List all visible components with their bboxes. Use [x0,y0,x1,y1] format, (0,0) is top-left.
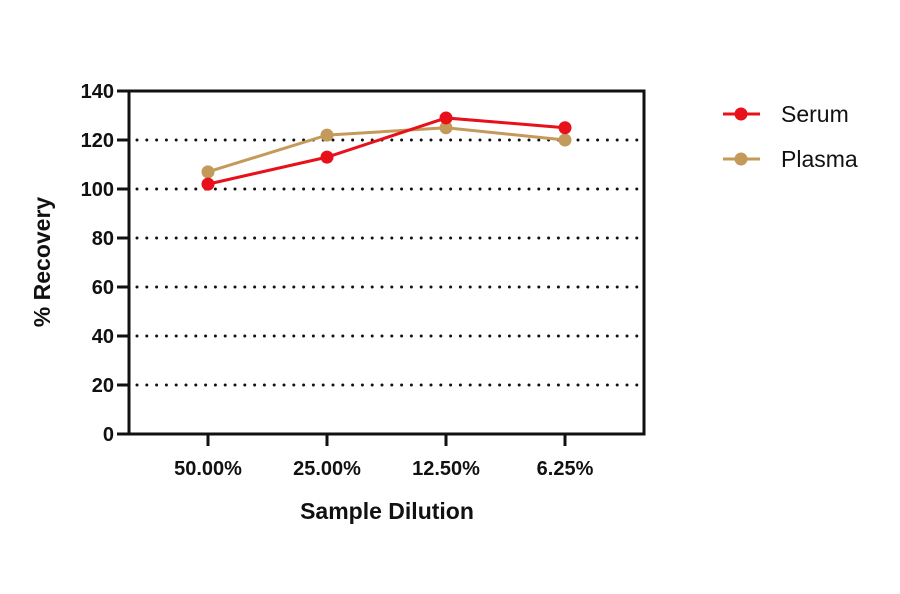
data-point [201,165,215,179]
series-line [207,126,566,174]
data-point [320,150,334,164]
y-tick-label: 20 [92,375,114,397]
data-point [558,121,572,135]
data-point [320,128,334,142]
y-tick-label: 0 [103,424,114,446]
series-plasma [201,121,572,179]
legend-label: Serum [781,101,849,127]
plot-frame [127,89,646,436]
data-point [558,133,572,147]
legend-item-plasma: Plasma [723,146,858,172]
y-tick-label: 120 [81,130,114,152]
legend-marker [734,152,748,166]
x-tick-label: 50.00% [174,458,242,480]
legend-item-serum: Serum [723,101,849,127]
data-point [439,111,453,125]
data-point [439,121,453,135]
y-tick-label: 80 [92,228,114,250]
data-point [201,177,215,191]
legend-label: Plasma [781,146,858,172]
y-tick-label: 140 [81,81,114,103]
x-tick-label: 6.25% [537,458,594,480]
y-axis-title: % Recovery [29,197,55,328]
y-tick-label: 40 [92,326,114,348]
data-series [201,111,572,191]
legend: Serum Plasma [723,101,858,172]
y-axis-ticks: 0 20 40 60 80 100 120 140 [81,81,129,446]
axes [127,89,646,436]
series-serum [201,111,572,191]
x-axis-title: Sample Dilution [300,498,474,524]
x-tick-label: 25.00% [293,458,361,480]
series-line [207,116,566,186]
gridlines [135,138,642,387]
legend-marker [734,107,748,121]
y-tick-label: 60 [92,277,114,299]
x-tick-label: 12.50% [412,458,480,480]
x-axis-ticks: 50.00% 25.00% 12.50% 6.25% [174,434,594,480]
y-tick-label: 100 [81,179,114,201]
